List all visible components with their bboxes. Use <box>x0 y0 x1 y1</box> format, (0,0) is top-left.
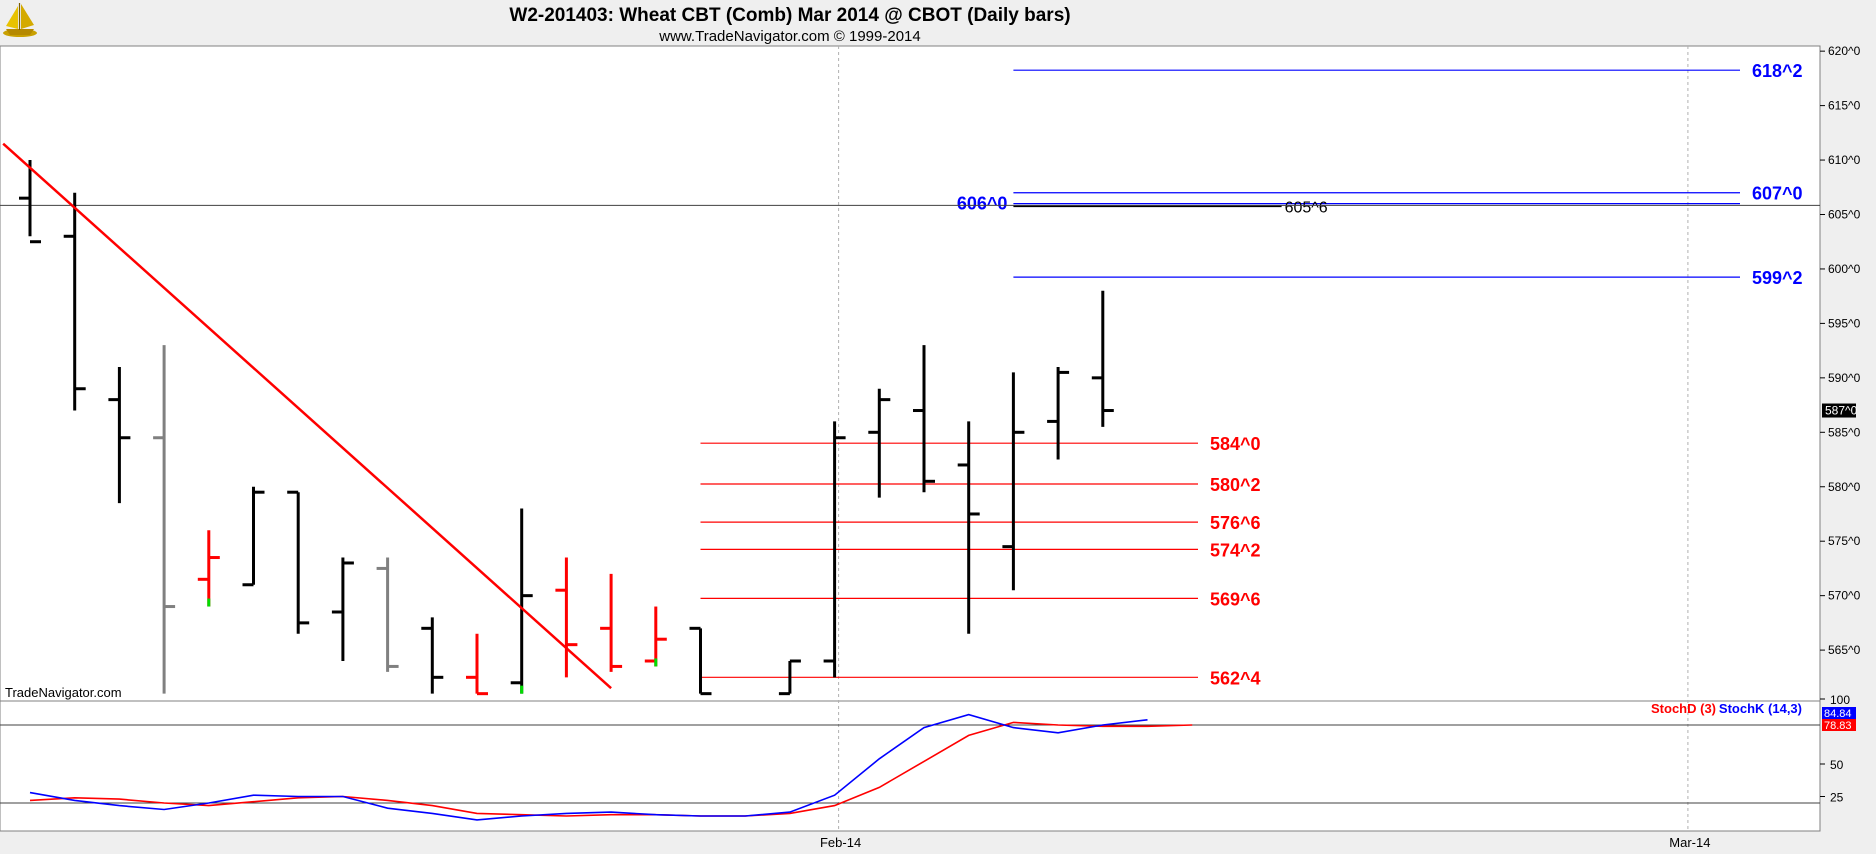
ohlc-bar <box>1091 290 1114 427</box>
chart-title: W2-201403: Wheat CBT (Comb) Mar 2014 @ C… <box>509 5 1070 26</box>
x-tick-label: Feb-14 <box>820 835 861 850</box>
ohlc-bar <box>19 160 41 244</box>
price-tick-label: 610^0 <box>1828 153 1861 167</box>
level-label: 606^0 <box>957 194 1008 214</box>
sailing-ship-logo-icon <box>3 3 37 37</box>
stoch-tick-label: 25 <box>1830 791 1844 805</box>
stoch-tick-label: 100 <box>1830 693 1850 707</box>
ohlc-bar <box>1047 366 1070 460</box>
trendline-layer <box>2 142 612 690</box>
ohlc-bar <box>778 659 801 696</box>
level-label: 618^2 <box>1752 61 1803 81</box>
plot-background <box>0 46 1820 831</box>
ohlc-bar <box>1002 372 1025 591</box>
last-price-label: 587^0 <box>1825 404 1858 418</box>
level-label: 607^0 <box>1752 184 1803 204</box>
level-label: 574^2 <box>1210 540 1261 560</box>
price-tick-label: 570^0 <box>1828 589 1861 603</box>
price-tick-label: 620^0 <box>1828 44 1861 58</box>
ohlc-bar <box>287 490 310 634</box>
price-tick-label: 575^0 <box>1828 534 1861 548</box>
ohlc-bar <box>63 192 86 411</box>
ohlc-bar <box>153 345 176 694</box>
stoch-tick-label: 50 <box>1830 758 1844 772</box>
level-label: 584^0 <box>1210 434 1261 454</box>
price-tick-label: 565^0 <box>1828 643 1861 657</box>
ohlc-bar <box>197 530 220 607</box>
stoch-series-line <box>29 721 1193 817</box>
ohlc-bar <box>376 557 399 672</box>
level-label: 599^2 <box>1752 268 1803 288</box>
ohlc-bar <box>644 606 667 667</box>
price-tick-label: 615^0 <box>1828 99 1861 113</box>
price-tick-label: 605^0 <box>1828 208 1861 222</box>
trendline <box>2 142 612 690</box>
ohlc-bar <box>689 626 712 696</box>
fib-levels: 618^2 607^0 606^0 599^2 605^6 584^0 580^2 576^6… <box>700 61 1803 688</box>
last-price-badge <box>1822 403 1856 418</box>
ohlc-bar <box>555 557 578 678</box>
chart-subtitle: www.TradeNavigator.com © 1999-2014 <box>658 28 920 45</box>
stochd-last-label: 78.83 <box>1824 720 1852 732</box>
price-tick-label: 595^0 <box>1828 316 1861 330</box>
watermark: TradeNavigator.com <box>5 685 122 700</box>
ohlc-bar <box>868 388 891 498</box>
price-tick-label: 600^0 <box>1828 262 1861 276</box>
price-tick-label: 585^0 <box>1828 425 1861 439</box>
stochk-last-label: 84.84 <box>1824 708 1852 720</box>
level-label: 562^4 <box>1210 668 1261 688</box>
stochd-last-badge <box>1822 719 1856 731</box>
level-label: 580^2 <box>1210 475 1261 495</box>
price-axis: 565^0 570^0 575^0 580^0 585^0 590^0 595^0 600^0… <box>1820 44 1861 657</box>
ohlc-bar <box>957 421 980 634</box>
ohlc-bar <box>421 617 444 694</box>
logo <box>3 3 37 37</box>
x-axis: Feb-14 Mar-14 <box>820 835 1710 850</box>
ohlc-bar <box>108 366 131 504</box>
price-tick-label: 590^0 <box>1828 371 1861 385</box>
stochastic-pane <box>0 713 1820 821</box>
stoch-pane-frame <box>0 700 1821 832</box>
level-label: 605^6 <box>1285 199 1328 216</box>
ohlc-bar <box>331 557 354 661</box>
level-label: 576^6 <box>1210 513 1261 533</box>
stochk-last-badge <box>1822 707 1856 719</box>
ohlc-bar <box>600 573 623 672</box>
ohlc-bar <box>823 421 846 678</box>
ohlc-bar <box>466 633 488 696</box>
price-bars <box>19 160 1114 696</box>
ohlc-bar <box>913 345 935 493</box>
stoch-series-line <box>29 713 1148 821</box>
ohlc-bar <box>242 486 265 587</box>
legend-stochk: StochK (14,3) <box>1719 701 1802 716</box>
price-tick-label: 580^0 <box>1828 480 1861 494</box>
x-tick-label: Mar-14 <box>1669 835 1710 850</box>
legend-stochd: StochD (3) <box>1651 701 1716 716</box>
level-label: 569^6 <box>1210 589 1261 609</box>
ohlc-bar <box>510 508 533 694</box>
